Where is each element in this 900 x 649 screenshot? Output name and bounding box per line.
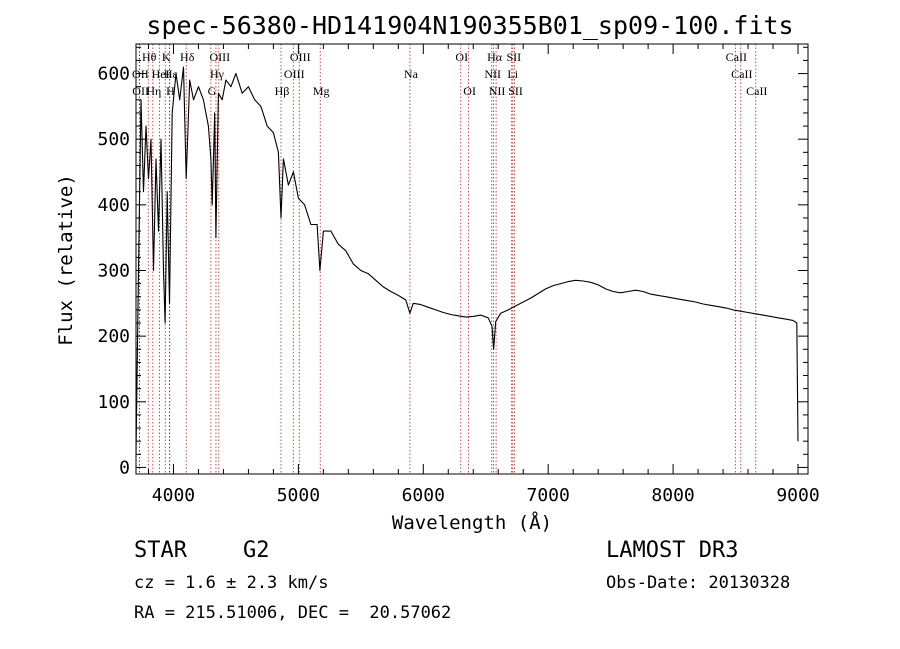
x-axis-label: Wavelength (Å) [392,511,552,534]
emission-line-label: Hε [164,67,178,81]
x-tick-label: 8000 [651,485,694,506]
spectrum-series [135,66,799,455]
object-subclass: G2 [243,538,270,563]
emission-line-label: Na [404,67,419,81]
y-tick-label: 300 [97,260,130,281]
survey-label: LAMOST DR3 [606,538,739,563]
x-tick-label: 9000 [776,485,819,506]
emission-line-label: NII [484,67,501,81]
y-tick-label: 100 [97,392,130,413]
emission-line-label: H [166,84,175,98]
emission-line-label: G [208,84,217,98]
x-tick-label: 6000 [402,485,445,506]
emission-line-label: HeI [152,67,170,81]
x-tick-label: 4000 [152,485,195,506]
emission-line-label: Li [507,67,518,81]
coordinates: RA = 215.51006, DEC = 20.57062 [134,603,452,623]
emission-line-label: OIII [284,67,305,81]
y-axis-label: Flux (relative) [55,174,77,346]
spectrum-line [135,66,799,455]
emission-line-label: SII [507,50,522,64]
y-tick-label: 200 [97,326,130,347]
emission-line-label: Hθ [142,50,157,64]
emission-line-label: OIII [209,50,230,64]
emission-line-label: OI [463,84,476,98]
emission-line-label: OIII [290,50,311,64]
emission-line-label: CaII [746,84,767,98]
emission-line-label: Mg [313,84,330,98]
spectrum-chart: spec-56380-HD141904N190355B01_sp09-100.f… [55,11,820,534]
y-tick-label: 600 [97,64,130,85]
x-tick-label: 5000 [277,485,320,506]
x-tick-label: 7000 [527,485,570,506]
y-tick-label: 0 [119,457,130,478]
redshift-info: cz = 1.6 ± 2.3 km/s [134,573,329,593]
emission-line-markers [138,44,757,474]
emission-line-label: SII [508,84,523,98]
emission-line-label: Hβ [275,84,290,98]
emission-line-label: CaII [726,50,747,64]
emission-line-label: K [162,50,171,64]
emission-line-label: CaII [731,67,752,81]
emission-line-label: OI [455,50,468,64]
emission-line-label: Hγ [210,67,225,81]
emission-line-label: Hη [146,84,161,98]
observation-date: Obs-Date: 20130328 [606,573,791,593]
y-tick-label: 500 [97,129,130,150]
emission-line-label: Hδ [180,50,195,64]
emission-line-label: NII [489,84,506,98]
x-axis-ticks: 4000 5000 6000 7000 8000 9000 [147,44,820,506]
y-axis-ticks: 0 100 200 300 400 500 600 [97,46,808,478]
object-class: STAR [134,538,187,563]
y-tick-label: 400 [97,195,130,216]
chart-title: spec-56380-HD141904N190355B01_sp09-100.f… [146,11,793,40]
plot-frame [135,43,809,475]
emission-line-label: Hα [487,50,503,64]
